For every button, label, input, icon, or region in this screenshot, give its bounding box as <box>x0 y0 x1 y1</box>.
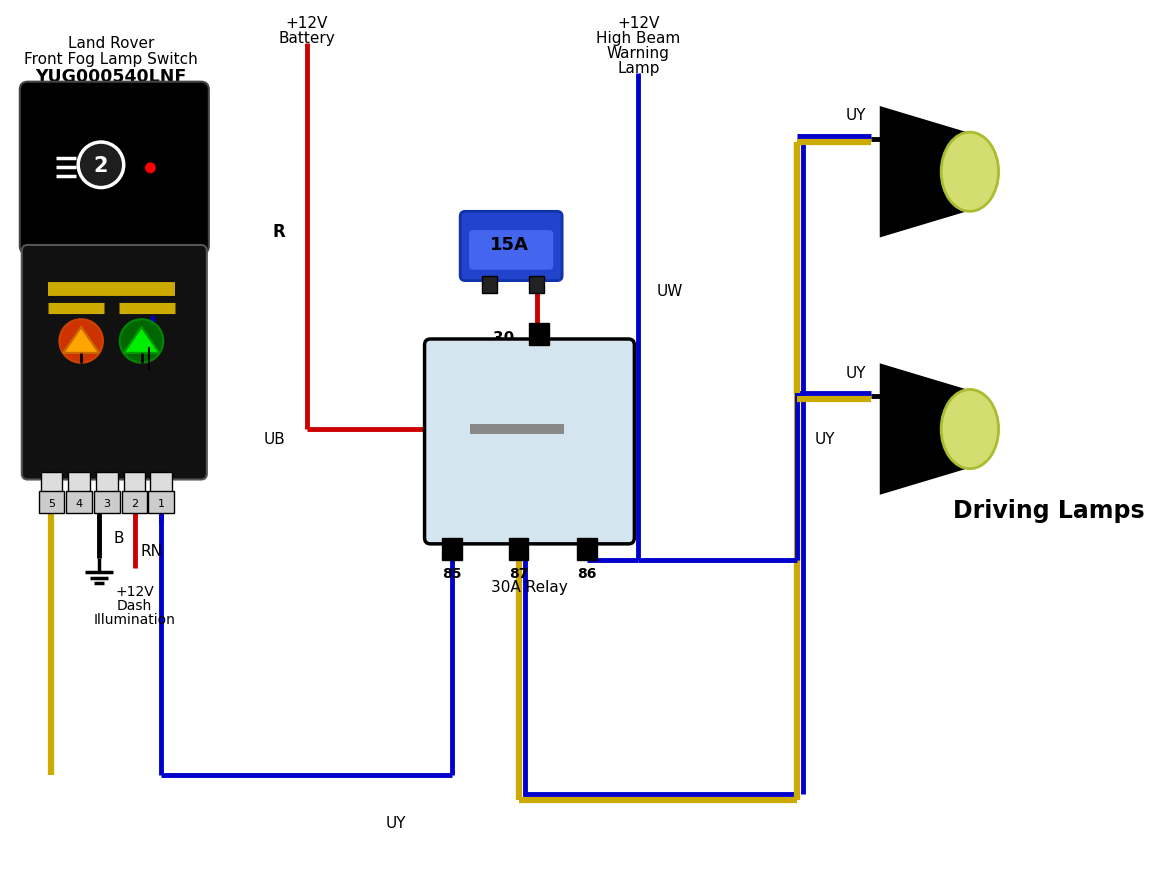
Ellipse shape <box>941 390 998 469</box>
Text: High Beam: High Beam <box>596 31 680 46</box>
Circle shape <box>77 142 125 189</box>
Bar <box>443 538 463 560</box>
FancyBboxPatch shape <box>424 340 635 544</box>
Bar <box>577 538 596 560</box>
Text: 30: 30 <box>493 330 515 345</box>
FancyBboxPatch shape <box>469 231 553 270</box>
Bar <box>66 492 92 514</box>
Ellipse shape <box>941 133 998 212</box>
Text: B: B <box>911 427 922 442</box>
Polygon shape <box>63 328 99 354</box>
Bar <box>94 492 120 514</box>
Text: 2: 2 <box>130 499 139 508</box>
Bar <box>41 472 63 494</box>
Bar <box>150 472 172 494</box>
Text: UB: UB <box>263 432 285 447</box>
FancyBboxPatch shape <box>22 246 207 480</box>
Bar <box>147 342 161 354</box>
Text: Front Fog Lamp Switch: Front Fog Lamp Switch <box>24 52 198 67</box>
Bar <box>529 324 549 346</box>
Text: 85: 85 <box>443 566 463 580</box>
Text: 4: 4 <box>76 499 83 508</box>
Text: 30A Relay: 30A Relay <box>492 580 567 594</box>
Text: UW: UW <box>656 283 683 299</box>
Polygon shape <box>123 328 160 354</box>
Bar <box>38 492 64 514</box>
Text: 2: 2 <box>93 156 108 176</box>
Text: Battery: Battery <box>278 31 336 46</box>
Bar <box>482 276 496 294</box>
Circle shape <box>120 320 163 363</box>
Text: +12V: +12V <box>115 585 154 599</box>
Text: +12V: +12V <box>617 17 659 31</box>
Text: 86: 86 <box>577 566 596 580</box>
Text: 5: 5 <box>48 499 55 508</box>
Text: Lamp: Lamp <box>617 61 659 76</box>
Text: 3: 3 <box>104 499 111 508</box>
Text: B: B <box>114 531 125 546</box>
Text: R: R <box>273 222 285 241</box>
FancyBboxPatch shape <box>20 83 209 255</box>
Bar <box>529 276 544 294</box>
Text: 1: 1 <box>157 499 164 508</box>
Text: UY: UY <box>814 432 835 447</box>
Text: Dash: Dash <box>116 599 153 613</box>
Text: +12V: +12V <box>285 17 329 31</box>
Text: Warning: Warning <box>607 46 670 61</box>
Bar <box>509 538 529 560</box>
Text: UY: UY <box>846 365 867 380</box>
Bar <box>148 492 175 514</box>
Bar <box>96 472 118 494</box>
Bar <box>471 425 564 434</box>
Text: RN: RN <box>141 544 163 559</box>
Text: UY: UY <box>386 815 407 830</box>
Text: 15A: 15A <box>490 235 529 254</box>
Bar <box>123 472 146 494</box>
Circle shape <box>144 163 156 174</box>
Bar <box>121 492 148 514</box>
Polygon shape <box>881 365 970 494</box>
Text: Land Rover: Land Rover <box>68 36 154 51</box>
Circle shape <box>59 320 103 363</box>
Text: Illumination: Illumination <box>93 613 176 627</box>
Text: B: B <box>911 170 922 185</box>
Text: Driving Lamps: Driving Lamps <box>953 499 1145 523</box>
Text: 87: 87 <box>509 566 528 580</box>
Polygon shape <box>881 109 970 236</box>
Text: YUG000540LNF: YUG000540LNF <box>35 68 186 86</box>
FancyBboxPatch shape <box>460 212 563 282</box>
Text: UY: UY <box>846 108 867 123</box>
Bar <box>69 472 90 494</box>
